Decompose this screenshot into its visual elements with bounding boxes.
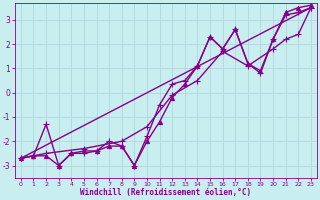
X-axis label: Windchill (Refroidissement éolien,°C): Windchill (Refroidissement éolien,°C) bbox=[80, 188, 252, 197]
